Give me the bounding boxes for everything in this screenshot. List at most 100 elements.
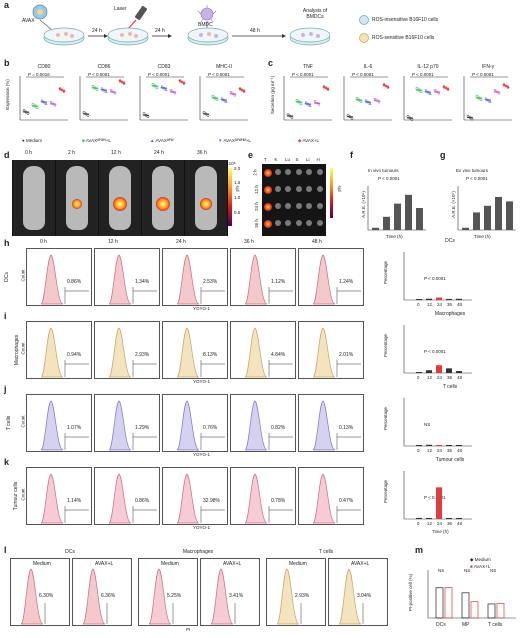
m-ns-0: NS — [438, 568, 444, 573]
chart-p-3: P < 0.0001 — [208, 72, 230, 77]
flow-value-1-1: 2.93% — [135, 352, 150, 358]
flow-histogram-2-1 — [108, 400, 157, 451]
chart-point-7-0-2 — [470, 117, 474, 121]
bar-3-0 — [416, 517, 422, 519]
flow-histogram-2-4 — [312, 400, 361, 451]
l-plot-0-0: Medium 6.30% — [10, 558, 70, 626]
flow-plot-3-4: 0.47% — [298, 467, 364, 525]
organ-label-4: Li — [306, 157, 310, 162]
chart-point-7-3-2 — [497, 92, 501, 96]
chart-point-3-4-1 — [240, 88, 244, 92]
flow-time-2: 24 h — [176, 239, 186, 245]
chart-point-4-4-2 — [326, 87, 330, 92]
chart-point-5-4-0 — [382, 82, 386, 87]
flow-plot-2-4: 0.13% — [298, 394, 364, 452]
chart-point-2-4-1 — [180, 80, 184, 84]
chart-point-3-1-0 — [211, 95, 215, 98]
chart-point-1-0-2 — [86, 114, 90, 117]
fg-bar-1-1 — [473, 212, 480, 230]
flow-value-1-0: 0.94% — [67, 352, 82, 358]
chart-title-6: IL-12 p70 — [417, 64, 439, 70]
chart-point-1-2-2 — [104, 89, 108, 93]
bar-xtick-1-4: 48 — [457, 375, 463, 380]
chart-point-5-4-2 — [386, 85, 390, 90]
chart-point-7-4-0 — [502, 82, 506, 87]
panel-d-scale-mult: ×10⁸ — [226, 161, 236, 166]
chart-point-1-4-0 — [118, 78, 122, 83]
flow-xlabel-0: YOYO-1 — [193, 306, 211, 311]
legend-avax-apwh-l: ■ AVAXᴬᴾᵂᴴ+L — [82, 138, 111, 143]
l-plot-0-1: AVAX+L 6.36% — [72, 558, 132, 626]
bar-ylabel-1: Percentage — [383, 333, 389, 358]
flow-peak-1-0 — [40, 327, 64, 378]
flow-peak-0-3 — [244, 254, 268, 305]
bar-1-4 — [456, 371, 462, 373]
panel-label-l: l — [4, 545, 7, 555]
bar-xtick-1-2: 24 — [437, 375, 443, 380]
bar-p-1: P < 0.0001 — [424, 349, 446, 354]
flow-peak-0-2 — [176, 254, 200, 305]
chart-point-5-1-0 — [355, 97, 359, 100]
flow-plot-3-1: 0.86% — [94, 467, 160, 525]
m-ns-1: NS — [464, 568, 470, 573]
flow-row-label-3: Tumour cells — [13, 481, 20, 511]
l-peak-2-0 — [276, 568, 300, 625]
bar-2-3 — [446, 445, 452, 446]
tumour-signal-1 — [72, 199, 82, 209]
l-peak-1-1 — [210, 568, 234, 625]
mouse-body-0 — [23, 166, 45, 230]
chart-title-7: IFN-γ — [481, 64, 495, 70]
chart-point-2-3-0 — [169, 89, 173, 93]
flow-value-0-4: 1.24% — [339, 279, 354, 285]
chart-point-3-2-1 — [222, 98, 226, 102]
flow-plot-3-0: 1.14% Count — [21, 467, 92, 525]
chart-p-4: P < 0.0001 — [292, 72, 314, 77]
mouse-imaging-strip: 0 h 2 h 12 h 24 h 36 h — [12, 150, 228, 236]
chart-point-2-1-0 — [151, 83, 155, 86]
flow-value-1-3: 4.84% — [271, 352, 286, 358]
bar-2-2 — [436, 445, 442, 446]
m-bar-1-0 — [461, 592, 470, 619]
bar-xtick-0-1: 12 — [427, 302, 433, 307]
chart-point-7-0-0 — [466, 114, 470, 118]
bar-xtick-2-3: 36 — [447, 448, 453, 453]
legend-ros-insensitive-label: ROS-insensitive B16F10 cells — [372, 17, 439, 23]
group-legend: ● Medium ■ AVAXᴬᴾᵂᴴ+L ▲ AVAXᴬᴾᵂ ▼ AVAXᴬᴾ… — [22, 138, 522, 146]
fg-bar-0-0 — [372, 227, 379, 230]
chart-point-3-3-0 — [229, 91, 233, 95]
chart-title-4: TNF — [303, 64, 313, 70]
chart-point-1-1-0 — [91, 85, 95, 88]
flow-histogram-3-1 — [108, 473, 157, 524]
panel-f-title: In vivo tumours — [368, 168, 399, 173]
bar-xtick-0-2: 24 — [437, 302, 443, 307]
panels-f-g-charts — [367, 186, 516, 231]
chart-point-2-0-1 — [144, 113, 148, 117]
l-plot-2-0: Medium 2.93% — [266, 558, 326, 626]
chart-point-6-2-1 — [426, 90, 430, 94]
panel-m-legend-avax: ■ AVAX+L — [470, 564, 491, 569]
chart-point-2-1-1 — [153, 84, 157, 88]
bar-2-4 — [456, 445, 462, 446]
flow-plot-0-2: 2.53% YOYO-1 — [162, 248, 228, 311]
chart-point-6-4-2 — [446, 87, 450, 92]
chart-point-2-0-0 — [142, 112, 146, 116]
l-histogram-2-0 — [276, 568, 302, 625]
mouse-image-2: 12 h — [99, 150, 141, 236]
bar-2-1 — [426, 444, 432, 446]
chart-point-7-0-1 — [468, 116, 472, 119]
flow-histogram-1-2 — [176, 327, 225, 378]
l-item-label-0-1: AVAX+L — [95, 561, 114, 567]
flow-row-label-1: Macrophages — [14, 334, 21, 366]
flow-value-0-2: 2.53% — [203, 279, 218, 285]
panel-label-i: i — [4, 311, 7, 321]
mouse-image-4: 36 h — [185, 150, 227, 236]
chart-point-5-0-0 — [346, 113, 350, 117]
chart-point-0-1-1 — [33, 104, 37, 108]
organ-0-3 — [295, 169, 302, 175]
flow-peak-0-0 — [40, 254, 64, 305]
bar-0-3 — [446, 298, 452, 300]
panel-e-colorbar — [330, 168, 333, 218]
flow-xlabel-3: YOYO-1 — [193, 525, 211, 530]
bar-xtick-3-3: 36 — [447, 521, 453, 526]
l-plot-1-1: AVAX+L 3.41% — [200, 558, 260, 626]
